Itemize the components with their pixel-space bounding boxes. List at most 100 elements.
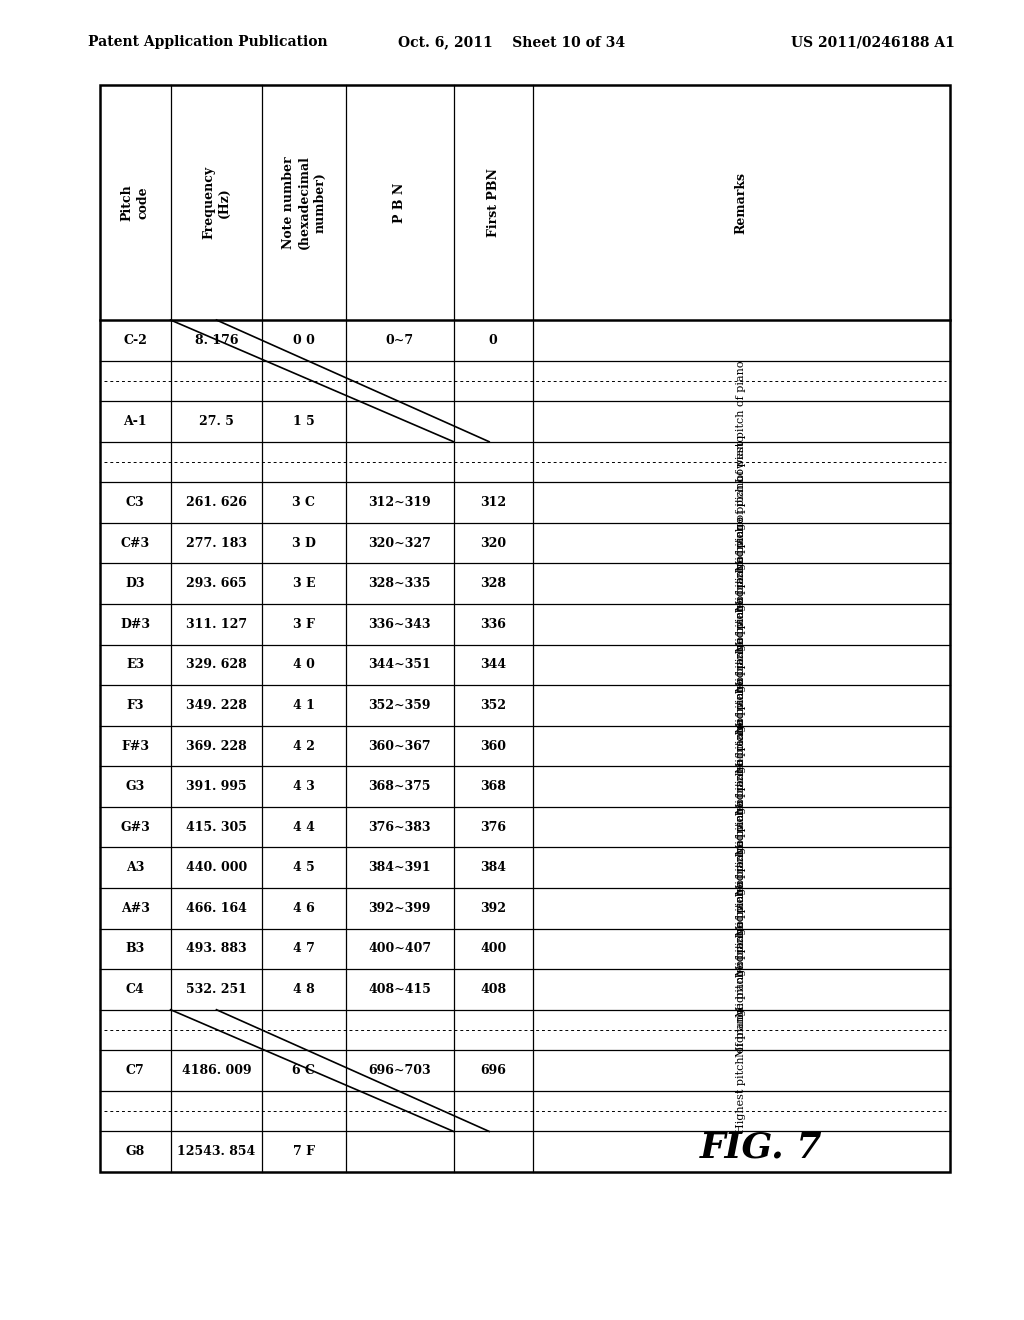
Text: First PBN: First PBN [486, 168, 500, 236]
Text: 6 C: 6 C [293, 1064, 315, 1077]
Text: 4 1: 4 1 [293, 698, 315, 711]
Text: 261. 626: 261. 626 [186, 496, 247, 510]
Bar [100, 84, 950, 1172]
Text: 493. 883: 493. 883 [186, 942, 247, 956]
Text: A#3: A#3 [121, 902, 150, 915]
Text: 1 5: 1 5 [293, 414, 314, 428]
Text: 3 E: 3 E [293, 577, 315, 590]
Text: 12543. 854: 12543. 854 [177, 1146, 256, 1158]
Text: 27. 5: 27. 5 [199, 414, 233, 428]
Text: Midrange pitch of piano: Midrange pitch of piano [736, 921, 746, 1057]
Text: F#3: F#3 [121, 739, 150, 752]
Text: 532. 251: 532. 251 [186, 983, 247, 995]
Text: 4 8: 4 8 [293, 983, 314, 995]
Text: 344~351: 344~351 [369, 659, 431, 672]
Text: 293. 665: 293. 665 [186, 577, 247, 590]
Text: 360: 360 [480, 739, 506, 752]
Text: 4 6: 4 6 [293, 902, 314, 915]
Text: 4186. 009: 4186. 009 [181, 1064, 251, 1077]
Text: 4 7: 4 7 [293, 942, 315, 956]
Text: 368~375: 368~375 [369, 780, 431, 793]
Text: 384~391: 384~391 [369, 861, 431, 874]
Text: 8. 176: 8. 176 [195, 334, 239, 347]
Text: 312~319: 312~319 [369, 496, 431, 510]
Text: 0: 0 [488, 334, 498, 347]
Text: 4 5: 4 5 [293, 861, 314, 874]
Text: C7: C7 [126, 1064, 144, 1077]
Text: A3: A3 [126, 861, 144, 874]
Text: E3: E3 [126, 659, 144, 672]
Text: 3 C: 3 C [293, 496, 315, 510]
Text: Patent Application Publication: Patent Application Publication [88, 36, 328, 49]
Text: Midrange pitch of piano: Midrange pitch of piano [736, 678, 746, 814]
Text: 392: 392 [480, 902, 506, 915]
Text: A-1: A-1 [124, 414, 147, 428]
Text: 440. 000: 440. 000 [185, 861, 247, 874]
Text: Midrange pitch of piano: Midrange pitch of piano [736, 638, 746, 774]
Text: 696~703: 696~703 [369, 1064, 431, 1077]
Text: Highest pitch of piano: Highest pitch of piano [736, 1007, 746, 1134]
Text: 311. 127: 311. 127 [186, 618, 247, 631]
Text: G#3: G#3 [121, 821, 151, 834]
Text: Midrange pitch of piano: Midrange pitch of piano [736, 800, 746, 936]
Text: Midrange pitch of piano: Midrange pitch of piano [736, 841, 746, 977]
Text: Midrange pitch of piano: Midrange pitch of piano [736, 434, 746, 570]
Text: 329. 628: 329. 628 [186, 659, 247, 672]
Text: C4: C4 [126, 983, 144, 995]
Text: 344: 344 [480, 659, 506, 672]
Text: 360~367: 360~367 [369, 739, 431, 752]
Text: 4 0: 4 0 [293, 659, 315, 672]
Text: B3: B3 [126, 942, 145, 956]
Text: 3 D: 3 D [292, 537, 316, 549]
Text: Midrange pitch of piano: Midrange pitch of piano [736, 597, 746, 733]
Text: 320~327: 320~327 [369, 537, 431, 549]
Text: 376~383: 376~383 [369, 821, 431, 834]
Text: FIG. 7: FIG. 7 [700, 1131, 822, 1166]
Text: 352~359: 352~359 [369, 698, 431, 711]
Text: 392~399: 392~399 [369, 902, 431, 915]
Text: 391. 995: 391. 995 [186, 780, 247, 793]
Text: F3: F3 [127, 698, 144, 711]
Text: 4 3: 4 3 [293, 780, 314, 793]
Text: 400~407: 400~407 [368, 942, 431, 956]
Text: P B N: P B N [393, 182, 407, 223]
Text: 368: 368 [480, 780, 506, 793]
Text: 415. 305: 415. 305 [186, 821, 247, 834]
Text: 349. 228: 349. 228 [186, 698, 247, 711]
Text: D#3: D#3 [120, 618, 151, 631]
Text: 369. 228: 369. 228 [186, 739, 247, 752]
Text: Midrange pitch of piano: Midrange pitch of piano [736, 759, 746, 895]
Text: 466. 164: 466. 164 [186, 902, 247, 915]
Text: Frequency
(Hz): Frequency (Hz) [202, 166, 231, 239]
Text: 3 F: 3 F [293, 618, 315, 631]
Text: G3: G3 [126, 780, 145, 793]
Text: 336~343: 336~343 [369, 618, 431, 631]
Text: 400: 400 [480, 942, 506, 956]
Text: 0~7: 0~7 [386, 334, 414, 347]
Text: 277. 183: 277. 183 [186, 537, 247, 549]
Text: 4 4: 4 4 [293, 821, 315, 834]
Text: Oct. 6, 2011    Sheet 10 of 34: Oct. 6, 2011 Sheet 10 of 34 [398, 36, 626, 49]
Text: C-2: C-2 [123, 334, 147, 347]
Text: Note number
(hexadecimal
number): Note number (hexadecimal number) [282, 156, 327, 249]
Text: 328: 328 [480, 577, 506, 590]
Text: Midrange pitch of piano: Midrange pitch of piano [736, 516, 746, 652]
Text: 312: 312 [480, 496, 506, 510]
Text: 336: 336 [480, 618, 506, 631]
Text: 376: 376 [480, 821, 506, 834]
Text: Pitch
code: Pitch code [121, 183, 150, 220]
Text: G8: G8 [126, 1146, 145, 1158]
Text: 7 F: 7 F [293, 1146, 315, 1158]
Text: 328~335: 328~335 [369, 577, 431, 590]
Text: C#3: C#3 [121, 537, 150, 549]
Text: 320: 320 [480, 537, 506, 549]
Text: 352: 352 [480, 698, 506, 711]
Text: 0 0: 0 0 [293, 334, 315, 347]
Text: Midrange pitch of piano: Midrange pitch of piano [736, 880, 746, 1016]
Text: 384: 384 [480, 861, 506, 874]
Text: Lowest pitch of piano: Lowest pitch of piano [736, 360, 746, 482]
Text: Remarks: Remarks [735, 172, 748, 234]
Text: Midrange pitch of piano: Midrange pitch of piano [736, 718, 746, 854]
Text: US 2011/0246188 A1: US 2011/0246188 A1 [792, 36, 955, 49]
Text: Midrange pitch of piano: Midrange pitch of piano [736, 556, 746, 692]
